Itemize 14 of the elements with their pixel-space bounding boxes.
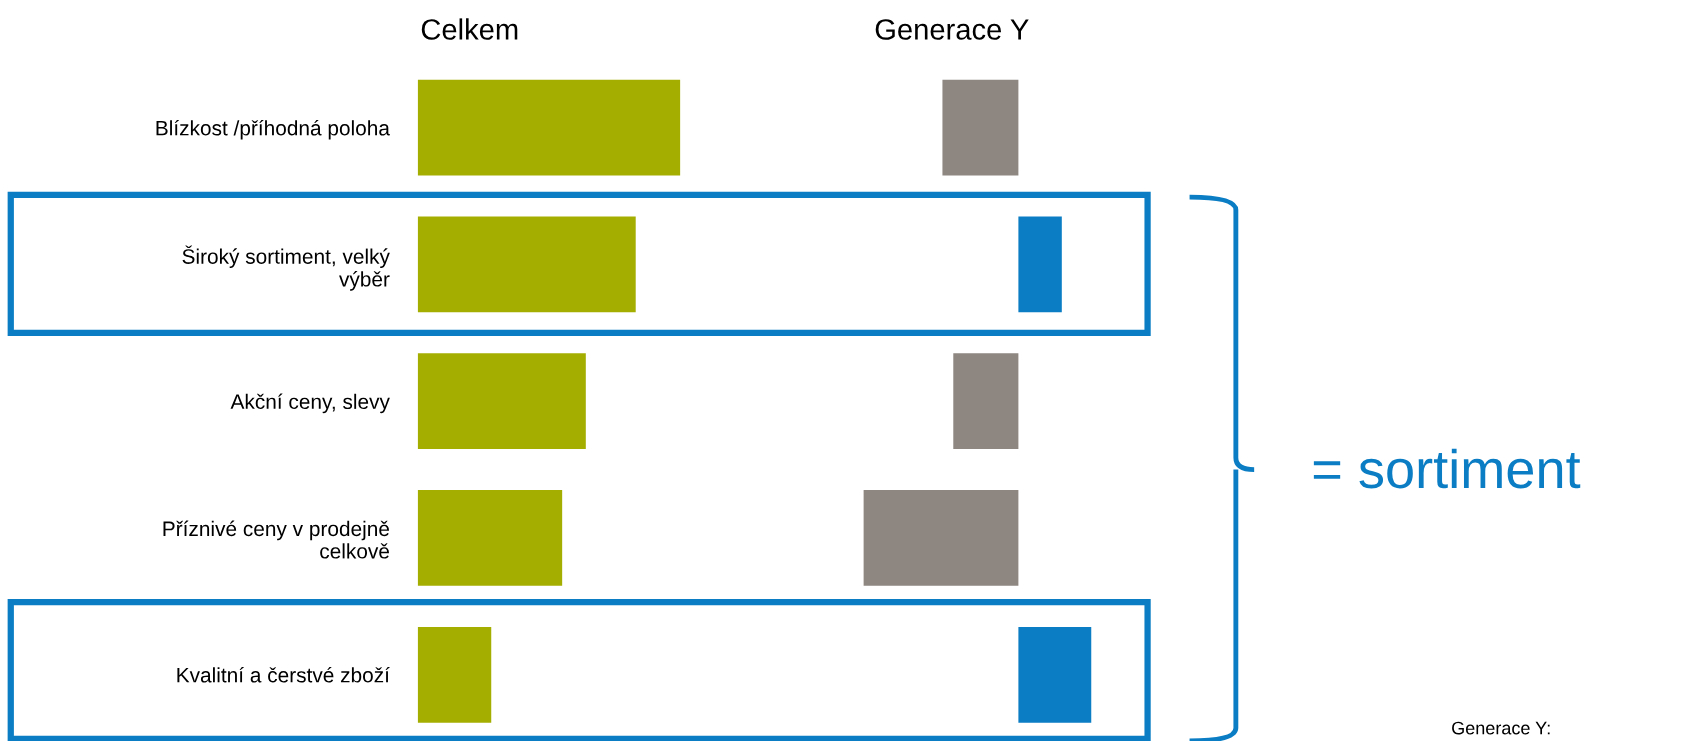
y-tick-label: Příznivé ceny v prodejně celkově bbox=[163, 520, 389, 559]
bar bbox=[417, 79, 681, 176]
bar bbox=[417, 490, 563, 586]
chart-title: Generace Y bbox=[875, 19, 1029, 40]
bar bbox=[417, 216, 636, 313]
text: = sortiment bbox=[1313, 448, 1581, 489]
chart-title: Celkem bbox=[421, 18, 518, 40]
bar bbox=[417, 626, 492, 723]
y-tick-label: Široký sortiment, velký výběr bbox=[182, 245, 390, 291]
text: Generace Y: bbox=[1452, 721, 1550, 735]
y-tick-label: Kvalitní a čerstvé zboží bbox=[177, 666, 390, 683]
y-tick-label: Blízkost /příhodná poloha bbox=[156, 119, 390, 140]
y-tick-label: Akční ceny, slevy bbox=[230, 393, 390, 414]
bar bbox=[417, 353, 586, 450]
